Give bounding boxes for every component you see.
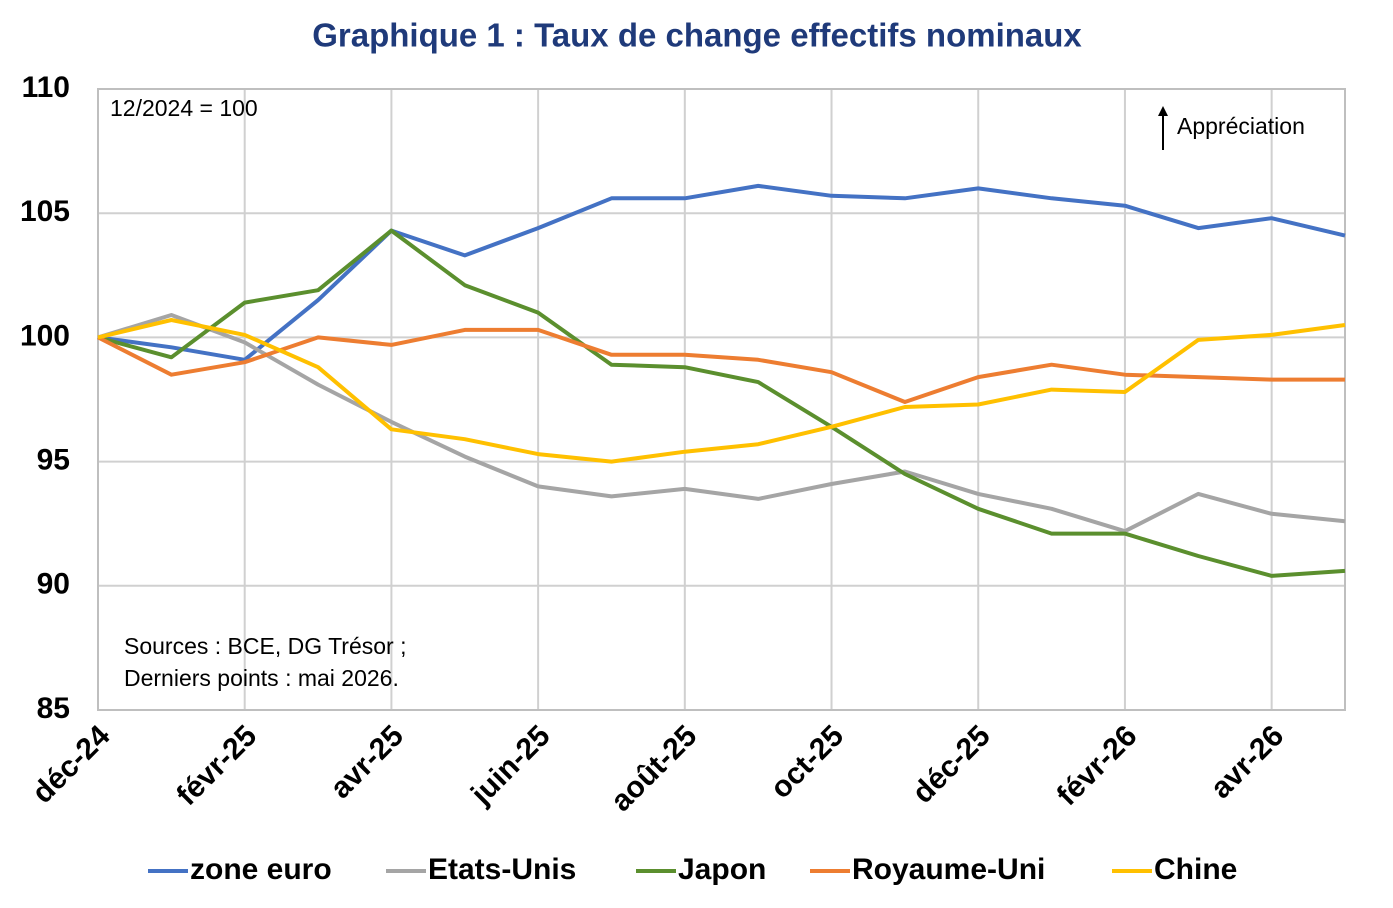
annotation: Appréciation <box>1177 113 1305 139</box>
series-line <box>97 318 1346 464</box>
series-line <box>97 313 1346 534</box>
legend-label: zone euro <box>190 853 332 886</box>
series-line <box>97 183 1346 362</box>
x-tick-label: févr-26 <box>1051 719 1144 812</box>
series-line <box>97 327 1345 404</box>
y-tick-label: 110 <box>22 71 70 104</box>
y-tick-label: 100 <box>20 319 70 352</box>
appreciation-arrowhead <box>1158 106 1168 116</box>
y-tick-label: 105 <box>20 195 70 228</box>
x-tick-label: févr-25 <box>170 719 263 812</box>
legend-label: Etats-Unis <box>428 853 576 886</box>
y-tick-label: 95 <box>37 444 70 477</box>
x-tick-label: août-25 <box>605 719 704 818</box>
legend-label: Royaume-Uni <box>852 853 1045 886</box>
legend-label: Chine <box>1154 853 1237 886</box>
x-tick-label: déc-25 <box>906 719 997 810</box>
x-tick-label: avr-25 <box>324 719 410 805</box>
y-tick-label: 90 <box>37 568 70 601</box>
x-tick-label: déc-24 <box>26 719 117 810</box>
x-tick-label: avr-26 <box>1204 719 1290 805</box>
chart-title: Graphique 1 : Taux de change effectifs n… <box>312 17 1082 54</box>
annotation: 12/2024 = 100 <box>110 95 258 121</box>
source-note: Derniers points : mai 2026. <box>124 665 399 691</box>
series-line <box>97 228 1346 578</box>
y-tick-label: 85 <box>37 692 70 725</box>
x-tick-label: oct-25 <box>764 719 850 805</box>
legend-label: Japon <box>678 853 766 886</box>
x-tick-label: juin-25 <box>464 719 556 811</box>
source-note: Sources : BCE, DG Trésor ; <box>124 633 406 659</box>
plot-border <box>97 88 1346 711</box>
